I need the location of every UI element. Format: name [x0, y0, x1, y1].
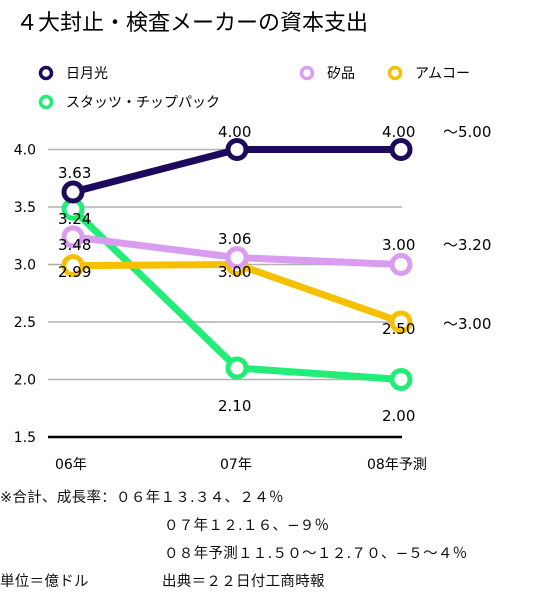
y-tick-label: 2.0: [14, 373, 36, 389]
data-point: [61, 254, 85, 278]
y-axis: 1.5 2.0 2.5 3.0 3.5 4.0: [14, 143, 36, 447]
x-tick-label: 07年: [220, 457, 252, 473]
data-label: 3.24: [58, 210, 91, 228]
y-tick-label: 1.5: [14, 430, 36, 446]
range-label: 〜3.00: [443, 315, 491, 333]
range-label: 〜3.20: [443, 236, 491, 254]
data-label: 4.00: [218, 123, 251, 141]
legend-label: 矽品: [327, 66, 355, 82]
legend-label: スタッツ・チップパック: [66, 95, 220, 111]
data-point: [225, 246, 249, 270]
data-point: [225, 356, 249, 380]
unit-label: 単位＝億ドル: [0, 574, 89, 590]
data-point: [225, 138, 249, 161]
note-total-07: ０７年１２.１６、−９％: [164, 518, 330, 534]
note-total-08: ０８年予測１１.５０〜１２.７０、−５〜４％: [164, 546, 468, 562]
data-point: [61, 180, 85, 204]
x-axis: 06年 07年 08年予測: [55, 457, 427, 473]
series-layer: [61, 138, 413, 391]
legend-label: 日月光: [66, 66, 108, 82]
x-tick-label: 08年予測: [367, 457, 427, 473]
grid: [48, 148, 402, 439]
data-label: 2.50: [382, 320, 415, 338]
y-tick-label: 2.5: [14, 315, 36, 331]
range-labels: 〜5.00 〜3.20 〜3.00: [443, 123, 491, 333]
note-total-06: ※合計、成長率：０６年１３.３４、２４％: [0, 490, 284, 506]
data-label: 3.48: [58, 236, 91, 254]
data-label: 2.99: [58, 263, 91, 281]
data-label: 3.63: [58, 164, 91, 182]
data-label: 3.00: [382, 236, 415, 254]
y-tick-label: 3.0: [14, 258, 36, 274]
data-label: 4.00: [382, 123, 415, 141]
legend-marker-icon: [38, 65, 54, 81]
data-point: [389, 310, 413, 334]
legend-label: アムコー: [415, 66, 470, 82]
y-tick-label: 4.0: [14, 143, 36, 159]
data-point: [389, 138, 413, 161]
data-point: [389, 253, 413, 276]
y-tick-label: 3.5: [14, 200, 36, 216]
data-point: [61, 225, 85, 249]
legend-marker-icon: [38, 94, 54, 110]
data-label: 2.00: [382, 407, 415, 425]
data-point: [389, 368, 413, 391]
legend-marker-icon: [299, 65, 315, 81]
data-label: 2.10: [218, 397, 251, 415]
source-label: 出典＝２２日付工商時報: [162, 574, 325, 590]
data-label: 3.00: [218, 263, 251, 281]
x-tick-label: 06年: [55, 457, 87, 473]
range-label: 〜5.00: [443, 123, 491, 141]
chart-title: ４大封止・検査メーカーの資本支出: [16, 11, 368, 36]
data-label: 3.06: [218, 230, 251, 248]
data-labels: 3.63 4.00 4.00 3.24 3.06 3.00 2.99 3.00 2.50 3.48…: [58, 123, 415, 425]
legend-marker-icon: [387, 65, 403, 81]
